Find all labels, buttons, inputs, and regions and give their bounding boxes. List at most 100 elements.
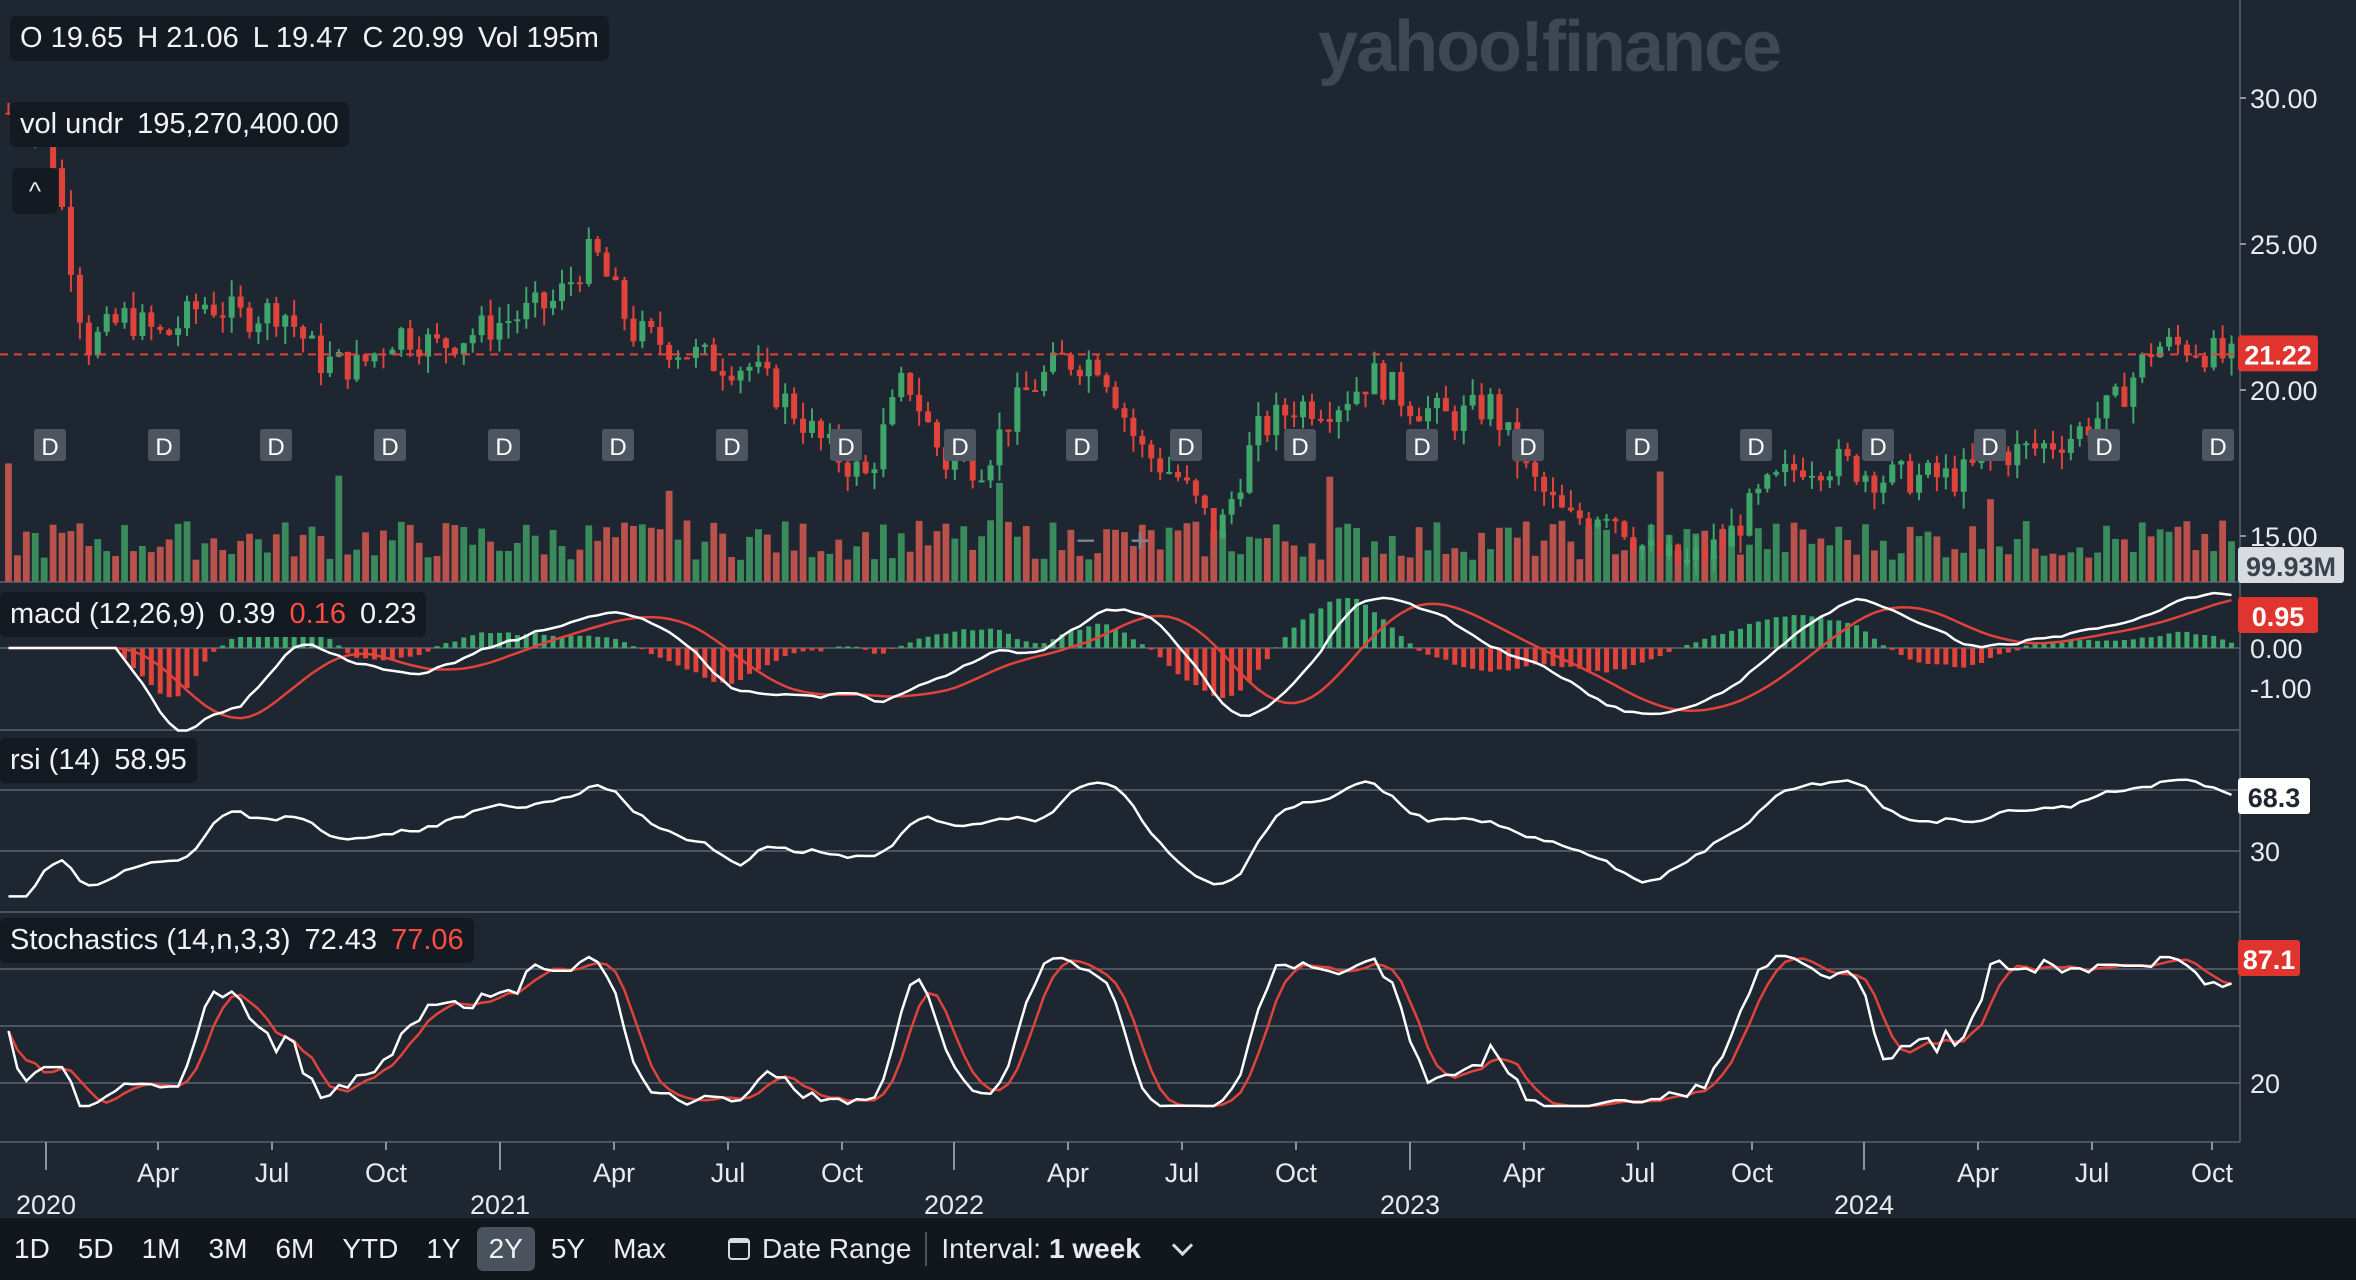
candle-body: [987, 465, 994, 481]
candle-body: [1433, 398, 1440, 409]
candle-body: [844, 462, 851, 477]
candle-body: [326, 356, 333, 373]
macd-histogram-bar: [595, 636, 601, 648]
macd-histogram-bar: [782, 648, 788, 656]
macd-histogram-bar: [1987, 648, 1993, 658]
candle-body: [898, 372, 905, 398]
volume-bar: [1058, 550, 1066, 582]
volume-bar: [2147, 536, 2155, 582]
volume-bar: [888, 558, 896, 582]
macd-readout: macd (12,26,9) 0.39 0.16 0.23: [0, 592, 427, 637]
interval-dropdown[interactable]: Interval: 1 week: [941, 1233, 1193, 1265]
macd-histogram-bar: [1157, 648, 1163, 658]
macd-histogram-bar: [639, 648, 645, 650]
rsi-readout: rsi (14) 58.95: [0, 738, 197, 783]
candle-body: [389, 349, 396, 355]
range-button-3m[interactable]: 3M: [208, 1233, 248, 1264]
macd-histogram-bar: [1541, 648, 1547, 665]
month-label: Jul: [711, 1158, 746, 1188]
macd-histogram-bar: [2229, 642, 2235, 648]
volume-bar: [505, 550, 512, 582]
candle-body: [67, 206, 74, 275]
volume-bar: [1424, 550, 1432, 582]
candle-body: [1585, 518, 1592, 527]
candle-body: [666, 344, 673, 360]
volume-bar: [728, 557, 736, 582]
volume-bar: [1826, 545, 1834, 582]
macd-histogram-bar: [2086, 639, 2092, 648]
candle-body: [1737, 525, 1744, 536]
candle-body: [1683, 559, 1690, 563]
candle-body: [1523, 461, 1530, 464]
range-button-5d[interactable]: 5D: [77, 1233, 114, 1264]
range-button-1d[interactable]: 1D: [14, 1233, 50, 1264]
range-button-ytd[interactable]: YTD: [342, 1233, 399, 1264]
volume-bar: [1647, 524, 1655, 582]
volume-bar: [415, 542, 423, 582]
macd-tick-label: -1.00: [2250, 674, 2312, 704]
macd-histogram-bar: [1657, 648, 1663, 657]
volume-bar: [960, 526, 968, 582]
candle-body: [1853, 456, 1860, 482]
macd-histogram-bar: [1398, 635, 1404, 648]
candle-body: [291, 315, 298, 327]
macd-histogram-bar: [1630, 648, 1636, 666]
candle-body: [505, 321, 512, 324]
volume-bar: [933, 531, 941, 582]
macd-histogram-bar: [1907, 648, 1913, 660]
dividend-marker: [34, 429, 66, 461]
date-range-button[interactable]: Date Range: [727, 1233, 912, 1265]
dividend-marker-label: D: [155, 434, 172, 461]
zoom-in-icon[interactable]: +: [1130, 522, 1150, 560]
candle-body: [478, 315, 485, 336]
range-button-1m[interactable]: 1M: [141, 1233, 181, 1264]
candle-body: [1389, 372, 1396, 400]
month-label: Oct: [821, 1158, 864, 1188]
volume-bar: [1585, 525, 1593, 582]
macd-histogram-bar: [1648, 648, 1654, 660]
volume-bar: [1960, 552, 1968, 582]
volume-bar: [1138, 524, 1146, 582]
candle-body: [1621, 521, 1628, 538]
macd-histogram-bar: [184, 648, 190, 689]
volume-bar: [924, 545, 932, 582]
volume-bar: [2192, 550, 2200, 582]
macd-histogram-bar: [684, 648, 690, 670]
macd-histogram-bar: [139, 648, 145, 677]
volume-bar: [1808, 543, 1816, 582]
date-range-label: Date Range: [761, 1233, 912, 1264]
candle-body: [1666, 544, 1673, 556]
candle-body: [1237, 492, 1244, 500]
range-button-1y[interactable]: 1Y: [426, 1233, 461, 1264]
volume-bar: [656, 529, 664, 582]
volume-bar: [2031, 548, 2039, 582]
candle-body: [362, 354, 369, 362]
candle-body: [2049, 443, 2056, 450]
macd-histogram-bar: [925, 636, 931, 648]
dividend-marker: [374, 429, 406, 461]
volume-bar: [576, 549, 584, 582]
range-button-max[interactable]: Max: [613, 1233, 666, 1264]
candle-body: [1246, 445, 1253, 493]
volume-bar: [540, 554, 548, 582]
macd-histogram-bar: [1889, 648, 1895, 650]
range-button-5y[interactable]: 5Y: [550, 1233, 586, 1264]
candle-body: [148, 312, 155, 327]
volume-bar: [1781, 552, 1789, 582]
candle-body: [416, 349, 423, 357]
zoom-out-icon[interactable]: −: [1076, 522, 1096, 560]
macd-histogram-bar: [532, 632, 538, 648]
macd-histogram-bar: [345, 648, 351, 654]
macd-histogram-bar: [470, 635, 476, 648]
collapse-chevron-icon[interactable]: ^: [12, 168, 58, 214]
volume-bar: [1049, 522, 1057, 582]
volume-bar: [799, 523, 807, 582]
volume-bar: [156, 546, 164, 582]
range-button-2y[interactable]: 2Y: [476, 1227, 535, 1271]
volume-bar: [987, 520, 994, 582]
volume-readout: vol undr 195,270,400.00: [10, 102, 349, 147]
candle-body: [523, 302, 530, 320]
range-button-6m[interactable]: 6M: [275, 1233, 315, 1264]
macd-histogram-bar: [943, 633, 949, 648]
